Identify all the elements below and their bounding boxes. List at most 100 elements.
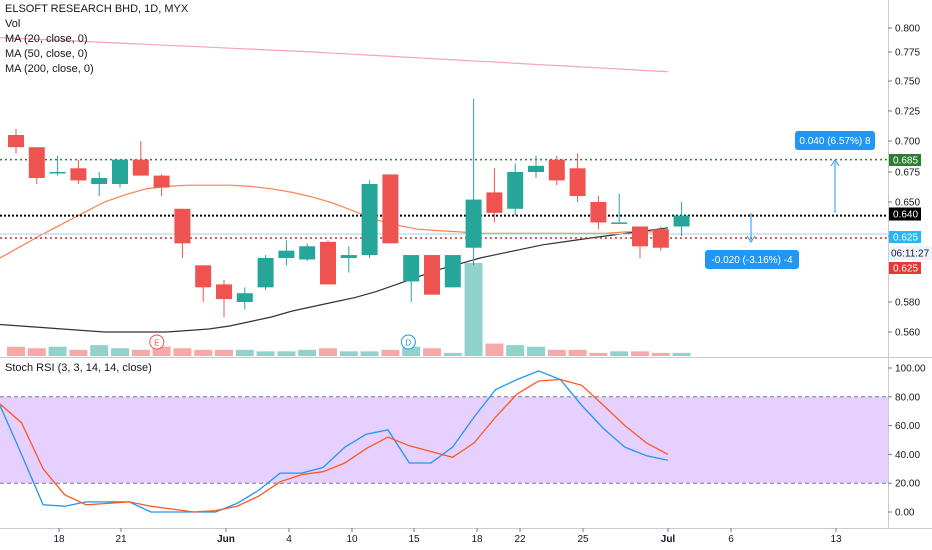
volume-bar bbox=[527, 346, 545, 356]
time-tick-label: 13 bbox=[830, 534, 842, 545]
candle-body bbox=[132, 159, 149, 176]
stoch-rsi-band bbox=[0, 396, 888, 484]
volume-bar bbox=[485, 343, 504, 356]
candle-body bbox=[673, 215, 690, 227]
time-tick-label: 21 bbox=[115, 534, 127, 545]
candle-body bbox=[569, 168, 586, 196]
volume-bar bbox=[651, 352, 670, 356]
volume-bar bbox=[360, 351, 379, 356]
volume-bar bbox=[339, 351, 358, 356]
candle-body bbox=[424, 255, 440, 295]
candle-body bbox=[632, 226, 648, 247]
volume-bar bbox=[464, 263, 483, 356]
candle-body bbox=[590, 202, 607, 223]
candlesticks bbox=[8, 99, 690, 317]
candle-body bbox=[195, 265, 212, 288]
candle-body bbox=[299, 246, 316, 260]
time-tick-label: 15 bbox=[408, 534, 420, 545]
volume-bar bbox=[298, 349, 317, 356]
countdown-tag bbox=[889, 246, 932, 260]
price-axis[interactable]: 0.800 0.775 0.750 0.725 0.700 0.675 0.650 0.625… bbox=[888, 24, 920, 339]
volume-bar bbox=[277, 351, 296, 356]
rsi-axis[interactable]: 100.00 80.00 60.00 40.00 20.00 0.00 bbox=[888, 364, 926, 519]
volume-bar bbox=[631, 351, 649, 356]
volume-bar bbox=[423, 348, 441, 356]
stoch-rsi-k-line bbox=[0, 370, 669, 513]
legend-ma20[interactable]: MA (20, close, 0) bbox=[5, 33, 88, 45]
measure-up-label: 0.040 (6.57%) 8 bbox=[799, 136, 871, 147]
volume-bar bbox=[672, 352, 691, 356]
horizontal-levels bbox=[0, 158, 888, 239]
volume-bar bbox=[610, 351, 629, 356]
candle-body bbox=[361, 184, 378, 256]
candle-body bbox=[70, 168, 87, 181]
candle-body bbox=[153, 175, 170, 188]
time-axis[interactable]: 18 21 Jun 4 10 15 18 22 25 Jul 6 13 bbox=[53, 528, 842, 545]
price-tick-label: 0.580 bbox=[895, 298, 920, 309]
volume-bar bbox=[402, 346, 421, 356]
rsi-tick-label: 80.00 bbox=[895, 392, 920, 403]
volume-bar bbox=[319, 348, 337, 356]
lower-line-tag-label: 0.625 bbox=[893, 264, 918, 275]
candle-body bbox=[91, 178, 108, 184]
candle-body bbox=[652, 229, 669, 248]
volume-bar bbox=[69, 349, 88, 356]
time-tick-label: 4 bbox=[286, 534, 292, 545]
legend-vol[interactable]: Vol bbox=[5, 18, 21, 30]
measure-up-arrow bbox=[830, 159, 840, 167]
price-tick-label: 0.750 bbox=[895, 77, 920, 88]
volume-bar bbox=[568, 349, 587, 356]
time-tick-label: Jul bbox=[661, 534, 676, 545]
candle-body bbox=[236, 293, 253, 302]
price-tick-label: 0.800 bbox=[895, 24, 920, 35]
dividend-marker-label: D bbox=[406, 339, 412, 348]
candle-body bbox=[486, 192, 503, 213]
earnings-marker bbox=[149, 334, 165, 350]
legend-ma50[interactable]: MA (50, close, 0) bbox=[5, 48, 88, 60]
candle-body bbox=[174, 208, 191, 244]
legend-title[interactable]: ELSOFT RESEARCH BHD, 1D, MYX bbox=[5, 3, 189, 15]
volume-bar bbox=[194, 349, 213, 356]
price-tick-label: 0.560 bbox=[895, 328, 920, 339]
volume-bar bbox=[381, 349, 400, 356]
candle-body bbox=[216, 284, 232, 300]
stoch-rsi-legend[interactable]: Stoch RSI (3, 3, 14, 14, close) bbox=[5, 362, 152, 374]
time-tick-label: 18 bbox=[471, 534, 483, 545]
volume-bar bbox=[27, 348, 46, 356]
volume-bar bbox=[506, 345, 525, 356]
ma50-line bbox=[0, 227, 669, 333]
last-price-tag-label: 0.640 bbox=[893, 210, 918, 221]
ma20-line bbox=[0, 184, 668, 259]
stoch-rsi-d-line bbox=[0, 378, 669, 513]
price-tick-label: 0.650 bbox=[895, 198, 920, 209]
dividend-marker bbox=[400, 334, 416, 350]
stoch-rsi-pane bbox=[0, 370, 888, 513]
volume-bar bbox=[256, 351, 275, 356]
last-price-tag bbox=[889, 207, 921, 221]
measure-tools[interactable]: 0.040 (6.57%) 8 -0.020 (-3.16%) -4 bbox=[705, 131, 875, 269]
candle-body bbox=[403, 255, 420, 282]
volume-bar bbox=[173, 348, 192, 356]
price-tick-label: 0.775 bbox=[895, 48, 920, 59]
measure-down-box bbox=[705, 250, 799, 269]
price-tick-label: 0.675 bbox=[895, 168, 920, 179]
legend-ma200[interactable]: MA (200, close, 0) bbox=[5, 63, 94, 75]
volume-bars bbox=[7, 263, 691, 356]
ma-price-tag-label: 0.625 bbox=[893, 233, 918, 244]
volume-bar bbox=[48, 346, 67, 356]
candle-body bbox=[507, 172, 524, 209]
time-tick-label: 6 bbox=[728, 534, 734, 545]
volume-bar bbox=[7, 346, 25, 356]
candle-body bbox=[320, 241, 336, 285]
candle-body bbox=[49, 172, 66, 174]
time-tick-label: 10 bbox=[346, 534, 358, 545]
price-tick-label: 0.700 bbox=[895, 137, 920, 148]
candle-body bbox=[382, 174, 399, 244]
rsi-tick-label: 0.00 bbox=[895, 508, 915, 519]
candle-body bbox=[257, 258, 274, 288]
candle-body bbox=[465, 199, 482, 248]
volume-bar bbox=[90, 345, 109, 356]
upper-line-tag bbox=[889, 154, 921, 166]
